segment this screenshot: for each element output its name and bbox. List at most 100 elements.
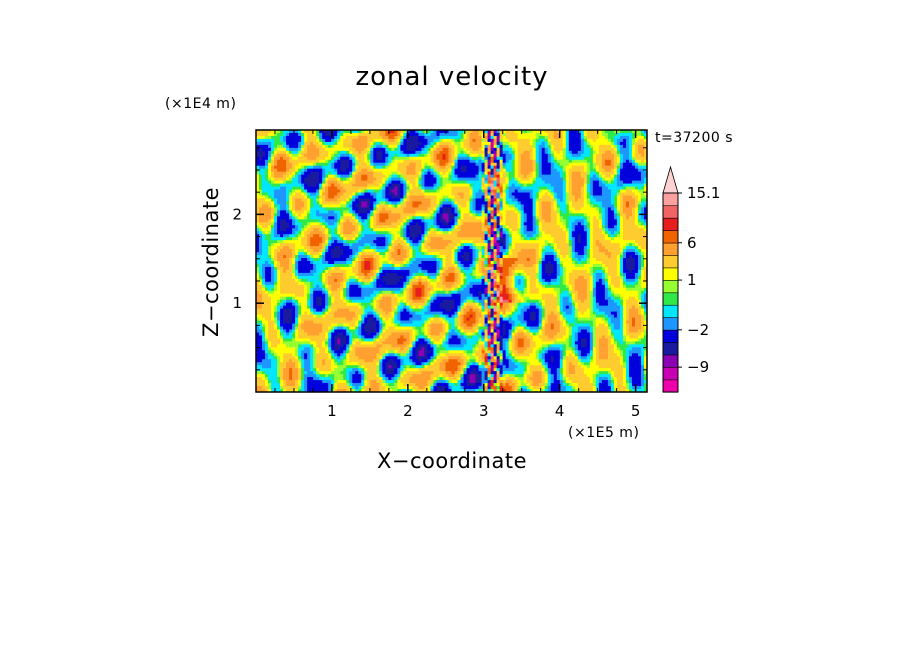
field-cell bbox=[523, 213, 528, 217]
field-cell bbox=[286, 186, 290, 190]
field-cell bbox=[337, 174, 341, 179]
field-cell bbox=[556, 150, 561, 155]
field-cell bbox=[292, 153, 296, 158]
field-cell bbox=[610, 180, 615, 184]
field-cell bbox=[346, 177, 350, 182]
field-cell bbox=[460, 135, 464, 140]
field-cell bbox=[418, 186, 422, 190]
field-cell bbox=[373, 147, 377, 152]
field-cell bbox=[352, 177, 356, 182]
field-cell bbox=[259, 183, 263, 187]
field-cell bbox=[583, 150, 588, 155]
field-cell bbox=[535, 225, 540, 229]
field-cell bbox=[445, 201, 449, 205]
field-cell bbox=[499, 180, 504, 184]
field-cell bbox=[328, 171, 332, 176]
field-cell bbox=[454, 141, 458, 146]
field-cell bbox=[316, 192, 320, 196]
field-cell bbox=[445, 168, 449, 173]
field-cell bbox=[397, 156, 401, 161]
field-cell bbox=[619, 195, 624, 199]
field-cell bbox=[409, 165, 413, 170]
field-cell bbox=[289, 150, 293, 155]
field-cell bbox=[490, 213, 495, 217]
field-cell bbox=[517, 216, 522, 220]
field-cell bbox=[451, 165, 455, 170]
field-cell bbox=[373, 144, 377, 149]
field-cell bbox=[301, 138, 305, 143]
field-cell bbox=[337, 228, 341, 232]
field-cell bbox=[355, 189, 359, 193]
field-cell bbox=[412, 183, 416, 187]
field-cell bbox=[562, 147, 567, 152]
field-cell bbox=[310, 207, 314, 211]
field-cell bbox=[622, 234, 627, 238]
field-cell bbox=[454, 231, 458, 235]
field-cell bbox=[535, 210, 540, 214]
field-cell bbox=[571, 231, 576, 235]
field-cell bbox=[346, 219, 350, 223]
field-cell bbox=[586, 222, 591, 226]
field-cell bbox=[367, 225, 371, 229]
field-cell bbox=[481, 192, 485, 196]
field-cell bbox=[547, 130, 552, 134]
field-cell bbox=[532, 138, 537, 143]
field-cell bbox=[286, 150, 290, 155]
field-cell bbox=[619, 207, 624, 211]
field-cell bbox=[466, 138, 470, 143]
field-cell bbox=[553, 234, 558, 238]
field-cell bbox=[577, 207, 582, 211]
field-cell bbox=[394, 195, 398, 199]
field-cell bbox=[523, 192, 528, 196]
field-cell bbox=[277, 153, 281, 158]
field-cell bbox=[367, 135, 371, 140]
field-cell bbox=[460, 216, 464, 220]
field-cell bbox=[625, 150, 630, 155]
field-cell bbox=[463, 162, 467, 167]
field-cell bbox=[514, 147, 519, 152]
field-cell bbox=[382, 171, 386, 176]
field-cell bbox=[313, 180, 317, 184]
field-cell bbox=[283, 210, 287, 214]
field-cell bbox=[520, 204, 525, 208]
field-cell bbox=[370, 189, 374, 193]
field-cell bbox=[631, 162, 636, 167]
field-cell bbox=[412, 234, 416, 238]
field-cell bbox=[625, 130, 630, 134]
field-cell bbox=[415, 201, 419, 205]
field-cell bbox=[571, 177, 576, 182]
field-cell bbox=[463, 237, 467, 241]
field-cell bbox=[343, 171, 347, 176]
field-cell bbox=[550, 132, 555, 137]
field-cell bbox=[448, 207, 452, 211]
field-cell bbox=[433, 171, 437, 176]
field-cell bbox=[289, 210, 293, 214]
field-cell bbox=[355, 240, 359, 244]
field-cell bbox=[577, 198, 582, 202]
field-cell bbox=[412, 135, 416, 140]
field-cell bbox=[625, 198, 630, 202]
field-cell bbox=[634, 153, 639, 158]
field-cell bbox=[448, 189, 452, 193]
field-cell bbox=[340, 216, 344, 220]
field-cell bbox=[568, 219, 573, 223]
field-cell bbox=[571, 165, 576, 170]
field-cell bbox=[616, 135, 621, 140]
field-cell bbox=[382, 240, 386, 244]
field-cell bbox=[625, 240, 630, 244]
field-cell bbox=[268, 144, 272, 149]
field-cell bbox=[481, 183, 485, 187]
field-cell bbox=[451, 231, 455, 235]
field-cell bbox=[469, 174, 473, 179]
field-cell bbox=[376, 138, 380, 143]
field-cell bbox=[346, 213, 350, 217]
field-cell bbox=[259, 210, 263, 214]
field-cell bbox=[616, 183, 621, 187]
field-cell bbox=[622, 180, 627, 184]
field-cell bbox=[382, 165, 386, 170]
field-cell bbox=[322, 216, 326, 220]
field-cell bbox=[595, 198, 600, 202]
field-cell bbox=[529, 192, 534, 196]
field-cell bbox=[256, 150, 260, 155]
field-cell bbox=[424, 150, 428, 155]
